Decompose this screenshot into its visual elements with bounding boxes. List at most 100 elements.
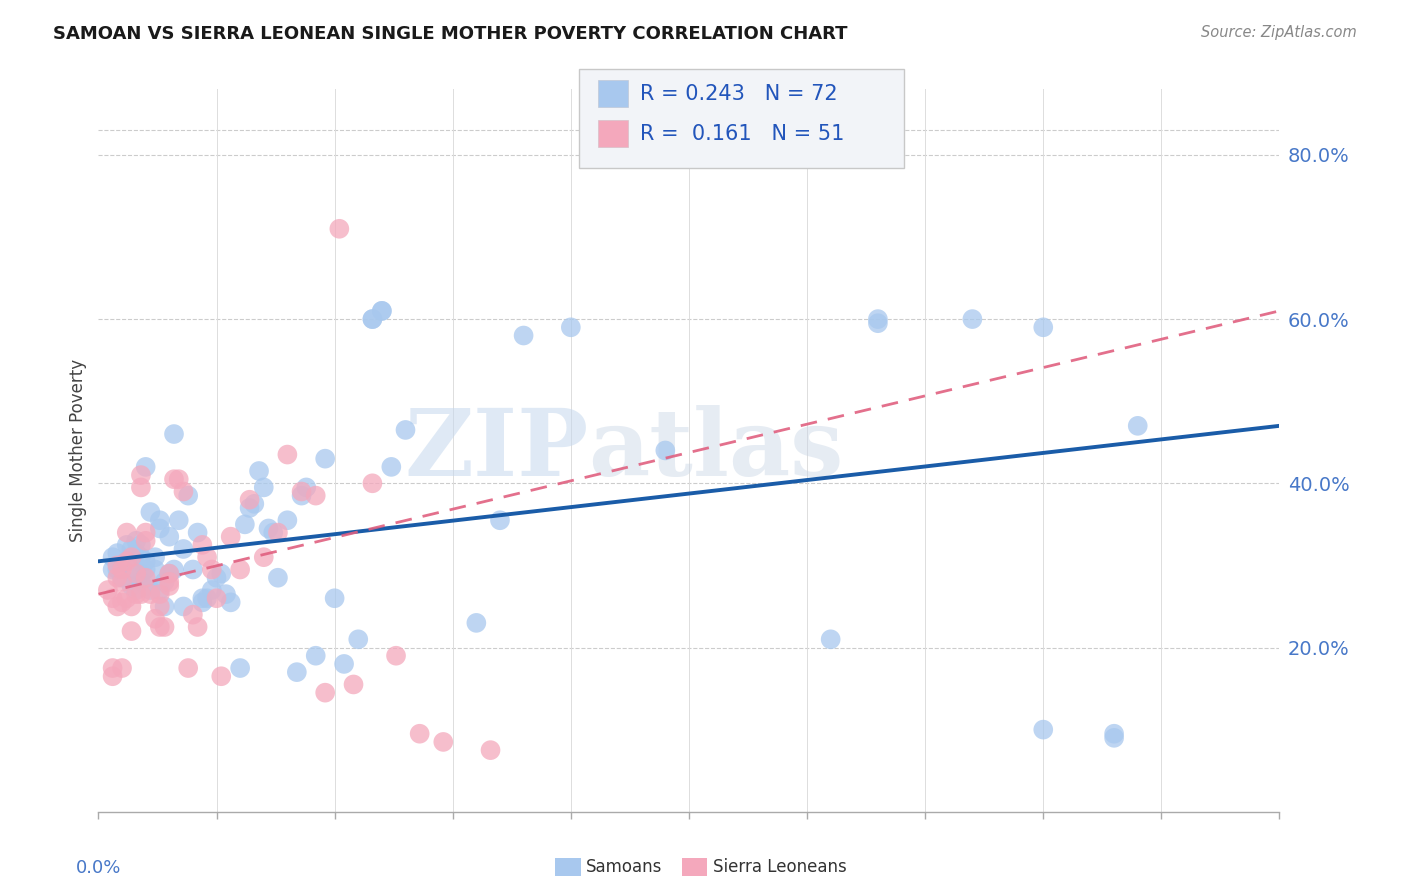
Point xyxy=(866,312,889,326)
Point xyxy=(121,550,143,565)
Point xyxy=(380,459,402,474)
Point xyxy=(290,489,312,503)
Point xyxy=(962,312,984,326)
Point xyxy=(219,530,242,544)
Point xyxy=(125,546,148,560)
Point xyxy=(314,686,336,700)
Point xyxy=(115,591,138,606)
Point xyxy=(205,571,228,585)
Point xyxy=(157,566,180,581)
Point xyxy=(201,562,224,576)
Point xyxy=(111,574,134,589)
Text: Sierra Leoneans: Sierra Leoneans xyxy=(713,858,846,876)
Point xyxy=(157,566,180,581)
Point xyxy=(157,579,180,593)
Point xyxy=(229,562,252,576)
Point xyxy=(139,582,162,597)
Point xyxy=(285,665,308,680)
Point xyxy=(125,566,148,581)
Point xyxy=(209,669,232,683)
Point xyxy=(101,562,124,576)
Point xyxy=(172,484,194,499)
Point xyxy=(465,615,488,630)
Point xyxy=(1102,731,1125,745)
Point xyxy=(125,587,148,601)
Point xyxy=(361,312,384,326)
Point xyxy=(129,574,152,589)
Point xyxy=(342,677,364,691)
Point xyxy=(143,562,166,576)
Text: Samoans: Samoans xyxy=(586,858,662,876)
Point xyxy=(121,599,143,614)
Text: atlas: atlas xyxy=(589,406,844,495)
Point xyxy=(361,476,384,491)
Point xyxy=(105,599,128,614)
Point xyxy=(167,472,190,486)
Point xyxy=(1032,723,1054,737)
Point xyxy=(371,304,394,318)
Point xyxy=(267,571,290,585)
Point xyxy=(135,533,157,548)
Text: Source: ZipAtlas.com: Source: ZipAtlas.com xyxy=(1201,25,1357,40)
Point xyxy=(201,582,224,597)
Point xyxy=(135,562,157,576)
Point xyxy=(512,328,534,343)
Point xyxy=(111,595,134,609)
Point xyxy=(276,448,298,462)
Text: R =  0.161   N = 51: R = 0.161 N = 51 xyxy=(640,124,844,144)
Point xyxy=(1126,418,1149,433)
Point xyxy=(135,554,157,568)
Point xyxy=(149,521,172,535)
Point xyxy=(219,595,242,609)
Point xyxy=(820,632,842,647)
Point xyxy=(432,735,454,749)
Point xyxy=(479,743,502,757)
Point xyxy=(105,558,128,573)
Point xyxy=(276,513,298,527)
Point xyxy=(305,648,328,663)
Point xyxy=(361,312,384,326)
Point xyxy=(129,538,152,552)
Point xyxy=(181,607,204,622)
Point xyxy=(157,574,180,589)
Point xyxy=(101,661,124,675)
Point xyxy=(233,517,256,532)
Point xyxy=(654,443,676,458)
Point xyxy=(333,657,356,671)
Point xyxy=(129,468,152,483)
Point xyxy=(121,562,143,576)
Point xyxy=(149,620,172,634)
Point xyxy=(560,320,582,334)
Point xyxy=(191,595,214,609)
Point xyxy=(149,599,172,614)
Point xyxy=(267,525,290,540)
Point xyxy=(163,472,186,486)
Point xyxy=(215,587,238,601)
Point xyxy=(105,571,128,585)
Point xyxy=(323,591,346,606)
Point xyxy=(172,599,194,614)
Point xyxy=(111,571,134,585)
Text: R = 0.243   N = 72: R = 0.243 N = 72 xyxy=(640,84,838,103)
Y-axis label: Single Mother Poverty: Single Mother Poverty xyxy=(69,359,87,542)
Point xyxy=(125,582,148,597)
Point xyxy=(209,566,232,581)
Point xyxy=(129,587,152,601)
Point xyxy=(347,632,370,647)
Point xyxy=(157,530,180,544)
Point xyxy=(125,533,148,548)
Point xyxy=(229,661,252,675)
Point xyxy=(121,624,143,639)
Point xyxy=(290,484,312,499)
Text: ZIP: ZIP xyxy=(405,406,589,495)
Point xyxy=(101,550,124,565)
Point xyxy=(135,571,157,585)
Point xyxy=(121,579,143,593)
Point xyxy=(115,538,138,552)
Point xyxy=(489,513,512,527)
Point xyxy=(101,669,124,683)
Point xyxy=(135,579,157,593)
Point xyxy=(111,562,134,576)
Point xyxy=(121,541,143,556)
Point xyxy=(115,525,138,540)
